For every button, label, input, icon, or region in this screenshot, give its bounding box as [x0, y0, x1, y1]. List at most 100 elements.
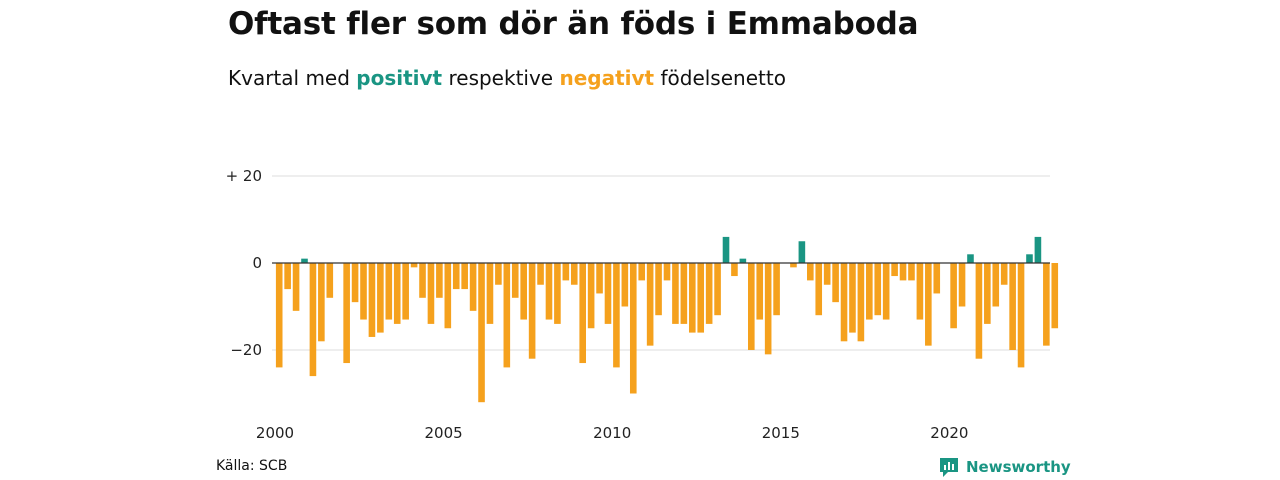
bar	[646, 263, 654, 346]
bar	[427, 263, 435, 324]
bar	[1051, 263, 1059, 329]
bar	[537, 263, 544, 285]
bar	[899, 263, 907, 281]
bar	[705, 263, 713, 324]
bar	[933, 263, 941, 294]
bar	[596, 263, 603, 294]
y-tick-label: + 20	[226, 167, 262, 185]
bar	[840, 263, 848, 342]
subtitle-negative: negativt	[559, 66, 655, 90]
bar	[958, 263, 966, 307]
x-tick-label: 2000	[256, 424, 294, 442]
bar	[764, 263, 772, 355]
bar	[570, 263, 578, 285]
bar	[714, 263, 721, 316]
chart-title: Oftast fler som dör än föds i Emmaboda	[228, 6, 919, 42]
bar	[402, 263, 409, 320]
bar	[275, 263, 283, 368]
bar	[545, 263, 553, 320]
bar	[1034, 236, 1042, 263]
bar	[613, 263, 620, 368]
bar	[832, 263, 839, 303]
bar	[503, 263, 511, 368]
bar	[680, 263, 688, 324]
bar	[604, 263, 612, 324]
bar	[815, 263, 823, 316]
chart-subtitle: Kvartal med positivt respektive negativt…	[228, 66, 786, 90]
bars-layer	[275, 236, 1059, 403]
bar	[697, 263, 705, 333]
bar	[748, 263, 755, 350]
bar	[326, 263, 334, 298]
bar	[672, 263, 679, 324]
y-tick-label: 0	[252, 254, 262, 272]
bar	[301, 258, 308, 263]
bar	[495, 263, 502, 285]
bar	[309, 263, 317, 377]
brand-logo: Newsworthy	[938, 456, 1071, 478]
bar	[486, 263, 494, 324]
axis-layer: + 20 0 −20 2000 2005 2010 2015 2020	[226, 167, 1050, 442]
bar	[1017, 263, 1025, 368]
bar	[385, 263, 393, 320]
bar	[756, 263, 764, 320]
bar	[688, 263, 696, 333]
bar	[798, 241, 806, 263]
bar	[807, 263, 814, 281]
source-note: Källa: SCB	[216, 458, 288, 474]
bar	[410, 263, 418, 268]
bar	[621, 263, 629, 307]
bar	[579, 263, 586, 364]
bar	[562, 263, 570, 281]
subtitle-middle: respektive	[442, 66, 560, 90]
bar	[908, 263, 915, 281]
bar	[916, 263, 924, 320]
x-tick-label: 2005	[425, 424, 463, 442]
y-tick-label: −20	[230, 341, 262, 359]
bar	[975, 263, 983, 359]
bar	[478, 263, 485, 403]
bar	[1000, 263, 1008, 285]
bar	[444, 263, 452, 329]
subtitle-prefix: Kvartal med	[228, 66, 357, 90]
bar	[284, 263, 291, 290]
x-tick-label: 2015	[762, 424, 800, 442]
bar	[992, 263, 1000, 307]
x-tick-label: 2020	[930, 424, 968, 442]
bar	[823, 263, 831, 285]
bar	[722, 236, 730, 263]
bar	[318, 263, 325, 342]
bar	[773, 263, 780, 316]
bar	[587, 263, 595, 329]
bar	[520, 263, 527, 320]
bar	[629, 263, 637, 394]
brand-name: Newsworthy	[966, 458, 1071, 476]
bar	[368, 263, 376, 337]
bar	[419, 263, 426, 298]
bar	[393, 263, 401, 324]
bar	[790, 263, 797, 268]
bar	[849, 263, 856, 333]
bar	[739, 258, 747, 263]
bar	[925, 263, 932, 346]
grid-layer	[272, 175, 1050, 351]
bar	[663, 263, 671, 281]
bar	[984, 263, 991, 324]
bar	[1009, 263, 1016, 350]
bar	[967, 254, 974, 263]
subtitle-positive: positivt	[356, 66, 443, 90]
bar	[528, 263, 536, 359]
bar	[377, 263, 384, 333]
bar	[1026, 254, 1033, 263]
bar	[731, 263, 738, 277]
bar	[452, 263, 460, 290]
bar	[866, 263, 873, 320]
bar	[469, 263, 477, 311]
x-tick-label: 2010	[593, 424, 631, 442]
bar	[343, 263, 350, 364]
bar	[874, 263, 882, 316]
bar	[461, 263, 468, 290]
bar	[882, 263, 890, 320]
subtitle-suffix: födelsenetto	[654, 66, 786, 90]
